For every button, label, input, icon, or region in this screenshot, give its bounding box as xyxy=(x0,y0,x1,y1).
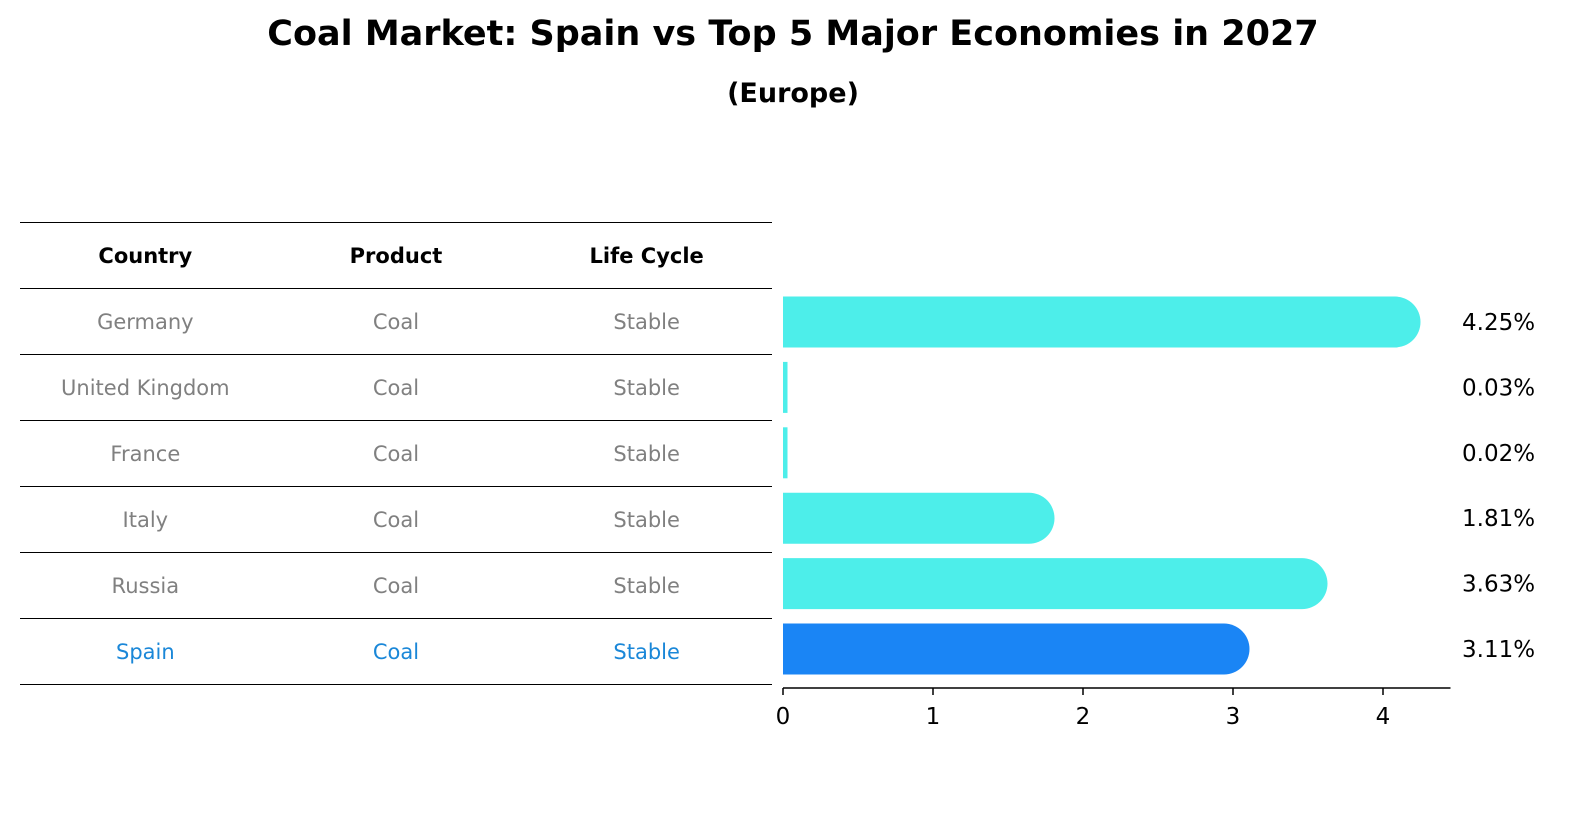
bar-value-label: 3.11% xyxy=(1462,637,1535,663)
cell-product: Coal xyxy=(270,552,522,619)
x-tick-label: 3 xyxy=(1226,704,1241,730)
header-country: Country xyxy=(20,222,271,289)
bar-value-label: 0.03% xyxy=(1462,375,1535,401)
header-life-cycle: Life Cycle xyxy=(521,222,772,289)
cell-country: Russia xyxy=(20,552,271,619)
table-row: Italy Coal Stable xyxy=(20,486,772,553)
cell-product: Coal xyxy=(270,618,522,685)
table-row: Russia Coal Stable xyxy=(20,552,772,619)
cell-country: Germany xyxy=(20,288,271,355)
bar-value-label: 0.02% xyxy=(1462,441,1535,467)
cell-country: France xyxy=(20,420,271,487)
x-tick-label: 0 xyxy=(776,704,791,730)
x-tick-label: 4 xyxy=(1376,704,1391,730)
header-product: Product xyxy=(270,222,522,289)
cell-product: Coal xyxy=(270,420,522,487)
cell-life-cycle: Stable xyxy=(521,354,772,421)
cell-life-cycle: Stable xyxy=(521,618,772,685)
x-tick-label: 2 xyxy=(1076,704,1091,730)
x-tick-label: 1 xyxy=(926,704,941,730)
cell-product: Coal xyxy=(270,486,522,553)
bar-germany xyxy=(783,296,1421,348)
cell-life-cycle: Stable xyxy=(521,552,772,619)
cell-life-cycle: Stable xyxy=(521,420,772,487)
table-row: United Kingdom Coal Stable xyxy=(20,354,772,421)
bar-value-label: 4.25% xyxy=(1462,310,1535,336)
table-row: Spain Coal Stable xyxy=(20,618,772,685)
bar-value-label: 1.81% xyxy=(1462,506,1535,532)
bar-france xyxy=(783,427,788,479)
cell-product: Coal xyxy=(270,288,522,355)
cell-country: Italy xyxy=(20,486,271,553)
cell-product: Coal xyxy=(270,354,522,421)
bar-spain xyxy=(783,623,1250,675)
cell-life-cycle: Stable xyxy=(521,288,772,355)
bar-united-kingdom xyxy=(783,361,788,413)
chart-subtitle: (Europe) xyxy=(727,78,859,109)
bar-italy xyxy=(783,492,1055,544)
cell-country: Spain xyxy=(20,618,271,685)
table-header-row: Country Product Life Cycle xyxy=(20,222,772,289)
cell-life-cycle: Stable xyxy=(521,486,772,553)
bar-russia xyxy=(783,558,1328,610)
cell-country: United Kingdom xyxy=(20,354,271,421)
table-row: France Coal Stable xyxy=(20,420,772,487)
bar-value-label: 3.63% xyxy=(1462,572,1535,598)
table-row: Germany Coal Stable xyxy=(20,288,772,355)
chart-title: Coal Market: Spain vs Top 5 Major Econom… xyxy=(267,14,1319,54)
country-table: Country Product Life Cycle Germany Coal St… xyxy=(20,222,772,685)
